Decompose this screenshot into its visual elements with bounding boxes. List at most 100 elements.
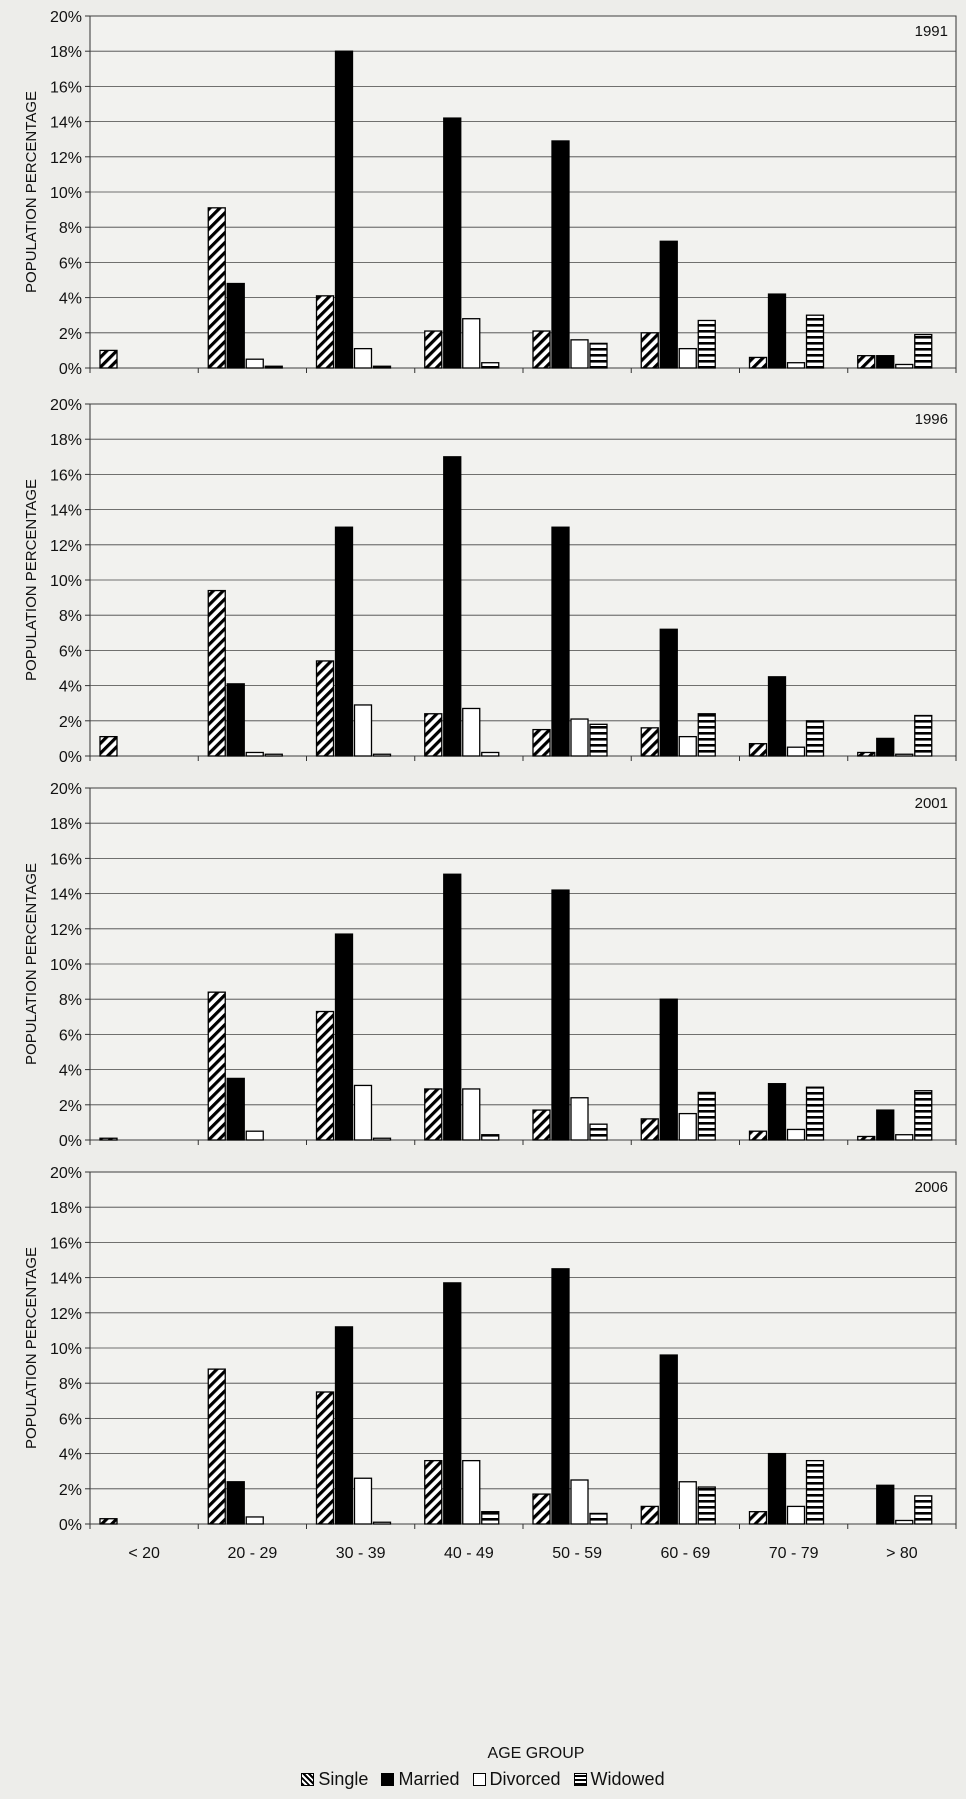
y-tick-label: 18% [50, 816, 82, 833]
bar-single-2006-6 [748, 1511, 768, 1525]
y-axis-label: POPULATION PERCENTAGE [23, 91, 40, 293]
y-tick-label: 6% [59, 255, 82, 272]
bar-divorced-1996-1 [245, 751, 264, 757]
legend-label-widowed: Widowed [590, 1768, 665, 1789]
bar-widowed-1991-4 [589, 342, 608, 369]
bar-widowed-2006-2 [372, 1521, 392, 1525]
bar-widowed-2001-7 [914, 1090, 933, 1141]
bar-single-2001-2 [315, 1010, 335, 1141]
bar-divorced-1996-5 [678, 735, 697, 757]
y-tick-label: 20% [50, 9, 82, 26]
bar-married-1996-1 [226, 683, 245, 757]
y-tick-label: 10% [50, 185, 82, 202]
x-tick-label: 50 - 59 [552, 1545, 602, 1562]
bar-divorced-2006-4 [570, 1479, 589, 1525]
bar-married-1991-7 [876, 355, 895, 369]
legend-item-widowed: Widowed [573, 1768, 665, 1790]
bar-divorced-2006-1 [245, 1516, 264, 1525]
y-tick-label: 10% [50, 1341, 82, 1358]
bar-widowed-1991-1 [264, 365, 283, 369]
bar-married-2001-4 [551, 889, 570, 1141]
bar-single-1991-7 [857, 355, 876, 369]
bar-widowed-2006-7 [914, 1495, 933, 1525]
bar-married-1996-5 [659, 628, 678, 757]
legend-item-married: Married [381, 1769, 459, 1790]
bar-divorced-1996-3 [462, 707, 481, 757]
bar-married-2001-5 [659, 998, 678, 1141]
bar-single-1991-5 [640, 332, 659, 369]
bar-divorced-2006-7 [895, 1519, 914, 1525]
bar-widowed-2006-4 [589, 1512, 608, 1525]
y-tick-label: 14% [50, 503, 82, 520]
bar-single-1991-2 [315, 295, 335, 369]
bar-married-1991-3 [443, 117, 462, 369]
bar-widowed-1996-2 [372, 753, 392, 757]
legend: Single Married Divorced Widowed [0, 1768, 966, 1790]
panel-1991: 0% 2% 4% 6% 8% 10% 12% 14% 16% 18% 20% 1991 POPULATI… [23, 9, 957, 378]
y-tick-label: 4% [59, 679, 82, 696]
y-tick-label: 16% [50, 851, 82, 868]
y-tick-label: 10% [50, 957, 82, 974]
y-axis-label: POPULATION PERCENTAGE [23, 479, 40, 681]
bar-single-1991-0 [99, 349, 118, 369]
bar-single-2001-3 [424, 1088, 443, 1141]
bar-divorced-1991-3 [462, 318, 481, 369]
x-tick-label: 30 - 39 [336, 1545, 386, 1562]
x-tick-label: 40 - 49 [444, 1545, 494, 1562]
legend-label-divorced: Divorced [489, 1768, 561, 1789]
bar-single-2001-5 [640, 1118, 659, 1141]
y-tick-label: 2% [59, 326, 82, 343]
y-tick-label: 4% [59, 291, 82, 308]
bar-single-2006-0 [99, 1518, 118, 1525]
bar-married-2001-1 [226, 1077, 245, 1141]
bar-single-1996-2 [315, 660, 335, 757]
x-axis-label: AGE GROUP [488, 1745, 585, 1760]
x-tick-label: < 20 [128, 1545, 160, 1562]
bar-widowed-1996-1 [264, 753, 283, 757]
legend-swatch-widowed [573, 1772, 587, 1786]
bar-widowed-1991-6 [805, 314, 825, 369]
bar-divorced-2001-2 [353, 1084, 373, 1141]
bar-single-1991-3 [424, 330, 443, 369]
bar-single-1991-4 [532, 330, 551, 369]
x-tick-label: > 80 [886, 1545, 918, 1562]
y-tick-label: 2% [59, 714, 82, 731]
y-axis-label: POPULATION PERCENTAGE [23, 1247, 40, 1449]
y-tick-label: 20% [50, 1165, 82, 1182]
y-tick-label: 12% [50, 922, 82, 939]
y-tick-label: 20% [50, 781, 82, 798]
y-tick-label: 20% [50, 397, 82, 414]
y-tick-label: 14% [50, 1271, 82, 1288]
bar-divorced-2001-7 [895, 1134, 914, 1141]
bar-married-1991-2 [334, 50, 354, 369]
y-tick-label: 12% [50, 150, 82, 167]
y-tick-label: 18% [50, 432, 82, 449]
bar-widowed-1996-6 [805, 720, 825, 757]
bar-divorced-2001-4 [570, 1097, 589, 1141]
legend-label-single: Single [318, 1768, 369, 1789]
bar-widowed-2001-5 [697, 1091, 716, 1141]
bar-widowed-2001-3 [481, 1134, 500, 1141]
bar-single-1996-4 [532, 728, 551, 757]
bar-widowed-2001-6 [805, 1086, 825, 1141]
y-tick-label: 0% [59, 1133, 82, 1150]
y-tick-label: 8% [59, 608, 82, 625]
bar-married-1996-2 [334, 526, 354, 757]
bar-widowed-1991-2 [372, 365, 392, 369]
y-tick-label: 16% [50, 1235, 82, 1252]
bar-married-2006-3 [443, 1282, 462, 1525]
y-tick-label: 0% [59, 361, 82, 378]
bar-married-2006-5 [659, 1354, 678, 1525]
y-tick-label: 12% [50, 1306, 82, 1323]
y-tick-label: 0% [59, 749, 82, 766]
bar-married-2006-4 [551, 1268, 570, 1525]
bar-divorced-2001-6 [786, 1128, 806, 1141]
bar-single-2006-1 [207, 1368, 226, 1525]
y-tick-label: 16% [50, 467, 82, 484]
bar-single-2001-1 [207, 991, 226, 1141]
bar-single-2006-3 [424, 1459, 443, 1525]
x-tick-label: 20 - 29 [227, 1545, 277, 1562]
legend-item-divorced: Divorced [472, 1768, 561, 1790]
bar-married-1991-6 [767, 293, 787, 369]
bar-married-2001-6 [767, 1083, 787, 1141]
